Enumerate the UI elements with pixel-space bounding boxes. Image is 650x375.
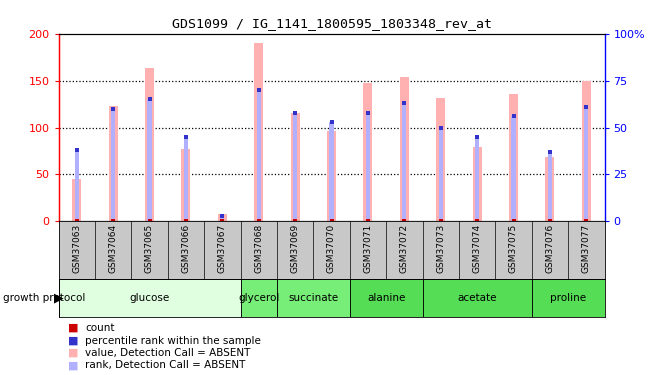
Bar (181, 149, 190, 221)
Bar (291, 113, 300, 221)
Text: alanine: alanine (367, 293, 406, 303)
Text: GSM37069: GSM37069 (291, 224, 300, 273)
Text: GSM37076: GSM37076 (545, 224, 554, 273)
Text: succinate: succinate (288, 293, 339, 303)
Text: ■: ■ (68, 360, 79, 370)
Text: GSM37067: GSM37067 (218, 224, 227, 273)
Bar (148, 99, 151, 221)
Bar (240, 279, 277, 317)
Bar (439, 128, 443, 221)
Bar (330, 122, 333, 221)
Text: acetate: acetate (458, 293, 497, 303)
Bar (363, 84, 372, 221)
Text: percentile rank within the sample: percentile rank within the sample (85, 336, 261, 345)
Text: GSM37077: GSM37077 (582, 224, 591, 273)
Bar (184, 137, 188, 221)
Text: GSM37074: GSM37074 (473, 224, 482, 273)
Text: GSM37063: GSM37063 (72, 224, 81, 273)
Bar (400, 77, 409, 221)
Bar (532, 279, 604, 317)
Text: GSM37071: GSM37071 (363, 224, 372, 273)
Bar (582, 81, 591, 221)
Bar (327, 131, 336, 221)
Bar (548, 152, 552, 221)
Bar (293, 112, 297, 221)
Text: rank, Detection Call = ABSENT: rank, Detection Call = ABSENT (85, 360, 246, 370)
Text: GSM37068: GSM37068 (254, 224, 263, 273)
Text: ■: ■ (68, 336, 79, 345)
Text: glucose: glucose (129, 293, 170, 303)
Text: ▶: ▶ (54, 292, 64, 304)
Bar (473, 147, 482, 221)
Bar (145, 68, 154, 221)
Text: GSM37073: GSM37073 (436, 224, 445, 273)
Bar (254, 43, 263, 221)
Text: GSM37070: GSM37070 (327, 224, 336, 273)
Text: glycerol: glycerol (238, 293, 280, 303)
Bar (366, 112, 370, 221)
Bar (422, 279, 532, 317)
Text: GSM37066: GSM37066 (181, 224, 190, 273)
Text: ■: ■ (68, 348, 79, 358)
Text: proline: proline (550, 293, 586, 303)
Bar (402, 103, 406, 221)
Bar (111, 109, 115, 221)
Bar (75, 150, 79, 221)
Bar (584, 107, 588, 221)
Bar (218, 214, 227, 221)
Text: GSM37065: GSM37065 (145, 224, 154, 273)
Text: GSM37072: GSM37072 (400, 224, 409, 273)
Bar (509, 94, 518, 221)
Text: GSM37075: GSM37075 (509, 224, 518, 273)
Bar (277, 279, 350, 317)
Bar (512, 116, 515, 221)
Bar (350, 279, 423, 317)
Title: GDS1099 / IG_1141_1800595_1803348_rev_at: GDS1099 / IG_1141_1800595_1803348_rev_at (172, 17, 491, 30)
Bar (220, 216, 224, 221)
Bar (109, 106, 118, 221)
Text: value, Detection Call = ABSENT: value, Detection Call = ABSENT (85, 348, 250, 358)
Text: ■: ■ (68, 323, 79, 333)
Bar (545, 157, 554, 221)
Bar (257, 90, 261, 221)
Bar (72, 179, 81, 221)
Bar (58, 279, 241, 317)
Text: growth protocol: growth protocol (3, 293, 86, 303)
Text: GSM37064: GSM37064 (109, 224, 118, 273)
Text: count: count (85, 323, 114, 333)
Bar (475, 137, 479, 221)
Bar (436, 99, 445, 221)
